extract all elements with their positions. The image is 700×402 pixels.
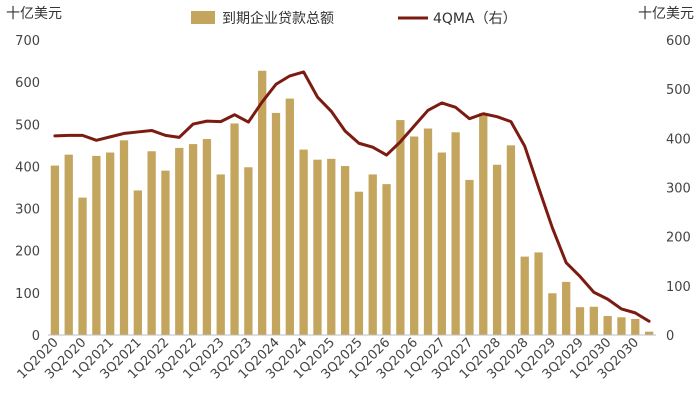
- bar: [313, 159, 322, 335]
- bars: [50, 70, 654, 335]
- bar: [492, 164, 502, 335]
- legend-bar-swatch: [191, 11, 215, 24]
- left-axis-tick-label: 400: [15, 160, 40, 175]
- bar: [575, 307, 585, 335]
- bar: [327, 158, 336, 335]
- bar: [133, 190, 142, 335]
- left-axis-tick-label: 600: [15, 76, 40, 91]
- legend: 到期企业贷款总额 4QMA（右）: [191, 10, 517, 27]
- bar: [216, 174, 225, 335]
- bar: [479, 112, 488, 335]
- bar: [299, 149, 308, 335]
- bar: [119, 140, 129, 335]
- bar: [188, 144, 198, 335]
- bar: [340, 166, 350, 335]
- bar: [562, 281, 571, 335]
- bar: [368, 174, 377, 335]
- right-axis-tick-label: 100: [666, 280, 691, 295]
- bar: [589, 306, 598, 335]
- x-axis-ticks: 1Q20203Q20201Q20213Q20211Q20223Q20221Q20…: [15, 335, 642, 382]
- left-axis-tick-label: 100: [15, 287, 40, 302]
- bar: [617, 317, 626, 335]
- bar: [534, 252, 543, 335]
- right-axis-tick-label: 400: [666, 132, 691, 147]
- left-axis-ticks: 0 100 200 300 400 500 600 700: [15, 34, 40, 344]
- bar: [396, 120, 405, 335]
- right-axis-tick-label: 300: [666, 182, 691, 197]
- legend-bar-label: 到期企业贷款总额: [222, 10, 334, 27]
- bar: [78, 197, 87, 335]
- bar: [175, 147, 184, 335]
- left-axis-tick-label: 500: [15, 118, 40, 133]
- bar: [437, 152, 446, 335]
- left-axis-tick-label: 700: [15, 34, 40, 49]
- bar: [147, 151, 156, 335]
- bar: [230, 123, 239, 335]
- right-axis-tick-label: 200: [666, 231, 691, 246]
- line-series-4qma: [53, 70, 651, 323]
- bar: [64, 154, 73, 335]
- bar: [520, 256, 529, 335]
- left-axis-unit: 十亿美元: [6, 6, 62, 22]
- left-axis-tick-label: 200: [15, 245, 40, 260]
- bar: [285, 98, 294, 335]
- bar: [410, 136, 419, 335]
- bar: [244, 167, 253, 335]
- bar: [161, 170, 170, 335]
- bar: [382, 184, 391, 335]
- bar: [603, 316, 612, 335]
- right-axis-tick-label: 0: [666, 329, 674, 344]
- bar: [354, 191, 364, 335]
- bar: [271, 112, 281, 335]
- right-axis-tick-label: 600: [666, 34, 691, 49]
- left-axis-tick-label: 0: [32, 329, 40, 344]
- bar: [423, 128, 433, 335]
- left-axis-tick-label: 300: [15, 203, 40, 218]
- bar: [50, 165, 60, 335]
- bar: [92, 155, 101, 335]
- right-axis-tick-label: 500: [666, 83, 691, 98]
- bar: [548, 293, 557, 335]
- legend-line-label: 4QMA（右）: [433, 11, 517, 27]
- right-axis-ticks: 0 100 200 300 400 500 600: [666, 34, 691, 344]
- bar: [465, 179, 474, 335]
- line-series: [53, 70, 651, 323]
- right-axis-unit: 十亿美元: [638, 6, 694, 22]
- bar: [451, 132, 460, 335]
- bar: [202, 139, 212, 335]
- bar: [106, 152, 115, 335]
- bar: [631, 318, 640, 335]
- bar: [644, 331, 654, 335]
- bar: [506, 145, 516, 335]
- bar: [258, 70, 267, 335]
